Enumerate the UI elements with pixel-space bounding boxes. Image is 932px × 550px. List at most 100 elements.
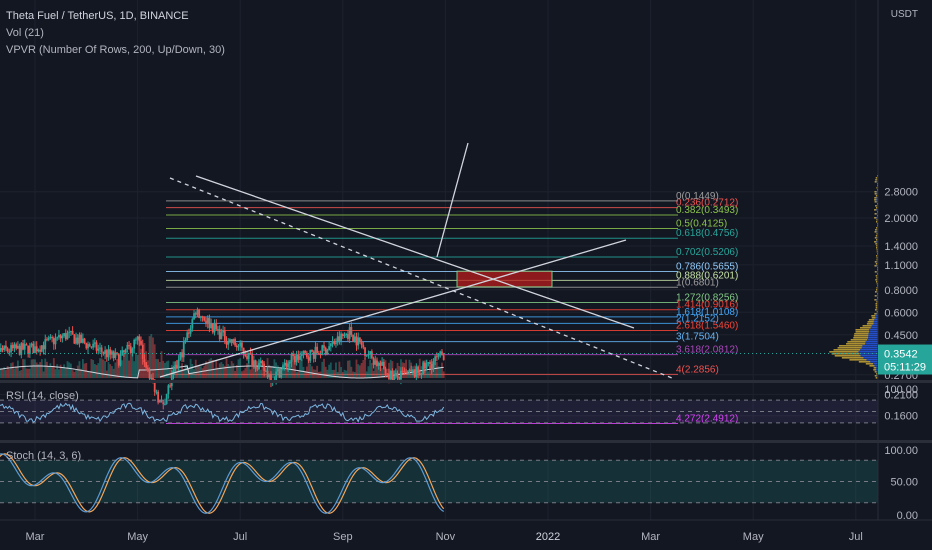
vpvr-row xyxy=(858,361,871,363)
vpvr-row xyxy=(874,375,877,377)
fib-label: 3.618(2.0812) xyxy=(676,345,738,356)
vpvr-row xyxy=(876,309,878,311)
candle-body xyxy=(347,333,349,339)
volume-bar xyxy=(246,363,248,378)
volume-bar xyxy=(169,368,171,378)
vpvr-row xyxy=(876,249,878,251)
candle-body xyxy=(410,369,413,372)
vol-legend[interactable]: Vol (21) xyxy=(6,27,44,39)
fib-label: 0.786(0.5655) xyxy=(676,261,738,272)
candle-body xyxy=(194,313,197,315)
vpvr-row xyxy=(874,191,877,193)
candle-body xyxy=(201,316,204,318)
volume-bar xyxy=(28,368,31,378)
trend-drawings[interactable] xyxy=(159,142,673,379)
candle-body xyxy=(258,363,260,369)
candle-body xyxy=(259,360,262,364)
vpvr-row xyxy=(865,343,878,345)
volume-bar xyxy=(367,366,370,378)
volume-bar xyxy=(52,358,55,378)
candle-body xyxy=(283,362,286,366)
candle-body xyxy=(227,342,230,345)
vpvr-row xyxy=(874,201,877,203)
volume-bar xyxy=(203,365,206,378)
rsi-legend[interactable]: RSI (14, close) xyxy=(6,390,79,402)
candle-body xyxy=(400,370,402,380)
candle-body xyxy=(215,323,218,330)
vpvr-row xyxy=(875,179,877,181)
volume-bar xyxy=(68,362,71,378)
candle-body xyxy=(256,368,259,370)
candle-body xyxy=(128,344,130,347)
vpvr-row xyxy=(876,179,878,181)
candle-body xyxy=(365,355,368,357)
candle-body xyxy=(223,330,226,341)
time-tick: May xyxy=(743,531,764,543)
candle-body xyxy=(158,400,161,403)
candle-body xyxy=(199,316,202,318)
candle-body xyxy=(422,362,425,374)
volume-bar xyxy=(25,368,28,378)
candle-body xyxy=(105,350,108,358)
vpvr-row xyxy=(849,359,867,361)
candle-body xyxy=(119,354,122,366)
vpvr-legend[interactable]: VPVR (Number Of Rows, 200, Up/Down, 30) xyxy=(6,44,225,56)
volume-bar xyxy=(247,359,250,378)
symbol-title[interactable]: Theta Fuel / TetherUS, 1D, BINANCE xyxy=(6,10,189,22)
candle-body xyxy=(329,343,332,347)
vpvr-row xyxy=(833,349,861,351)
fib-extension[interactable]: 4.272(2.4912) 4(2.2856) 3.618(2.0812) 3(1.7… xyxy=(166,191,738,425)
volume-bar xyxy=(164,363,166,378)
volume-bar xyxy=(326,369,329,378)
vpvr-row xyxy=(839,345,863,347)
candle-body xyxy=(261,360,264,364)
volume-bar xyxy=(341,371,344,378)
candle-body xyxy=(292,353,295,356)
candle-body xyxy=(384,368,387,374)
time-tick: Jul xyxy=(849,531,863,543)
stoch-legend[interactable]: Stoch (14, 3, 6) xyxy=(6,450,82,462)
volume-bar xyxy=(73,371,76,378)
vpvr-row xyxy=(829,351,859,353)
volume-bar xyxy=(186,365,189,378)
vpvr-row xyxy=(867,339,878,341)
volume-bar xyxy=(309,363,312,378)
volume-bar xyxy=(295,371,298,378)
volume-bar xyxy=(362,360,365,378)
vpvr-row xyxy=(869,331,878,333)
volume-bar xyxy=(138,336,141,378)
candle-body xyxy=(311,349,313,352)
vpvr-row xyxy=(876,247,878,249)
volume-bar xyxy=(199,366,202,378)
volume-bar xyxy=(107,362,110,378)
vpvr-row xyxy=(874,197,877,199)
volume-bar xyxy=(167,360,170,378)
volume-bar xyxy=(47,366,50,378)
volume-bar xyxy=(30,359,33,378)
vpvr-row xyxy=(876,289,878,291)
candle-body xyxy=(11,345,14,349)
vpvr-row xyxy=(874,291,877,293)
candle-body xyxy=(309,349,312,361)
volume-bar xyxy=(15,366,18,378)
pane-separator xyxy=(0,440,932,443)
vpvr-row xyxy=(867,321,874,323)
candle-body xyxy=(177,359,180,369)
candle-body xyxy=(425,363,428,369)
candle-body xyxy=(133,339,136,349)
candle-body xyxy=(362,345,365,348)
candle-body xyxy=(340,333,342,341)
vpvr-row xyxy=(875,307,878,309)
vpvr-row xyxy=(876,277,878,279)
vpvr-row xyxy=(876,201,878,203)
candle-body xyxy=(341,333,344,336)
vpvr-row xyxy=(876,217,878,219)
candle-body xyxy=(90,346,93,348)
candle-body xyxy=(295,354,298,363)
volume-bar xyxy=(321,361,324,378)
last-price-tag xyxy=(878,344,932,375)
candle-body xyxy=(355,336,358,346)
candle-body xyxy=(391,370,394,381)
volume-bar xyxy=(290,359,293,378)
